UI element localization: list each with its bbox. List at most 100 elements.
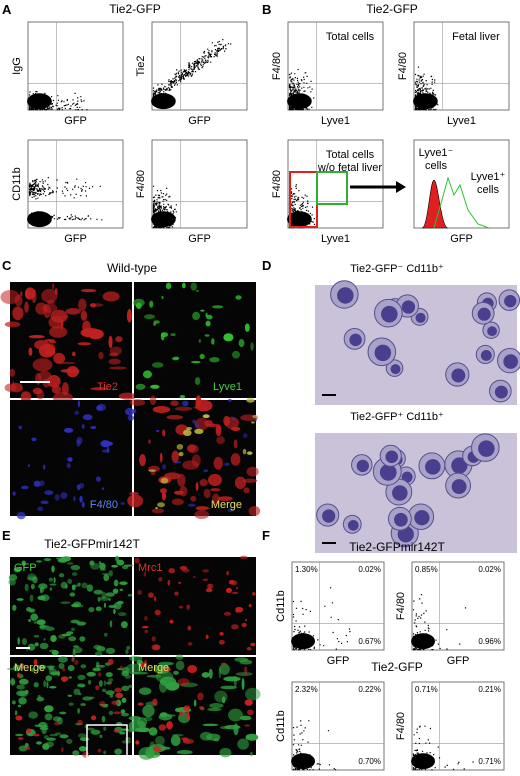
cell bbox=[244, 323, 250, 332]
cell bbox=[135, 302, 142, 309]
cell bbox=[121, 685, 130, 692]
dense-cluster bbox=[413, 93, 438, 110]
cell bbox=[149, 741, 155, 750]
quadrant-percent: 0.02% bbox=[478, 565, 501, 574]
plot-label: Total cells bbox=[326, 31, 375, 43]
cell bbox=[38, 480, 45, 487]
flow-plot bbox=[151, 139, 248, 229]
cell bbox=[78, 298, 87, 311]
cell bbox=[197, 692, 204, 701]
cell bbox=[108, 570, 114, 577]
cell bbox=[59, 734, 69, 739]
cell bbox=[203, 469, 208, 473]
cell bbox=[108, 335, 113, 349]
cell bbox=[51, 650, 59, 656]
cell bbox=[239, 715, 252, 721]
cell bbox=[17, 737, 24, 740]
cell bbox=[120, 621, 128, 629]
cell bbox=[97, 748, 102, 753]
cell bbox=[68, 676, 72, 679]
flow-plot bbox=[27, 139, 124, 229]
cell bbox=[13, 664, 22, 672]
cell bbox=[162, 464, 167, 470]
cell bbox=[199, 478, 208, 487]
group-title: Tie2-GFPmir142T bbox=[349, 540, 445, 554]
cell bbox=[116, 559, 125, 566]
cell bbox=[17, 637, 20, 645]
cell bbox=[179, 711, 184, 717]
cell bbox=[103, 680, 107, 687]
cell bbox=[81, 424, 85, 429]
cell bbox=[68, 702, 74, 706]
cell bbox=[67, 578, 73, 585]
cell bbox=[48, 577, 53, 582]
cell bbox=[200, 309, 205, 312]
cell bbox=[194, 428, 204, 435]
cell bbox=[214, 690, 228, 703]
cell bbox=[170, 333, 176, 337]
cell bbox=[190, 495, 197, 502]
cell bbox=[71, 603, 80, 608]
cell bbox=[241, 622, 247, 628]
cell bbox=[103, 726, 107, 731]
quadrant-percent: 0.22% bbox=[358, 685, 381, 694]
cell bbox=[225, 587, 232, 593]
cell bbox=[67, 694, 72, 697]
cell bbox=[151, 508, 165, 514]
cell bbox=[161, 295, 164, 300]
gate-box bbox=[316, 171, 348, 205]
cell bbox=[52, 716, 61, 722]
cell bbox=[244, 724, 251, 727]
nucleus bbox=[385, 450, 399, 464]
cell bbox=[245, 733, 259, 741]
cell bbox=[60, 581, 68, 589]
cell bbox=[54, 494, 60, 501]
cell bbox=[219, 631, 224, 636]
cell bbox=[223, 676, 241, 682]
cell bbox=[21, 637, 28, 646]
cell bbox=[205, 634, 209, 639]
cell bbox=[250, 751, 253, 757]
cell bbox=[205, 423, 219, 427]
cell bbox=[112, 588, 119, 594]
x-axis-label: GFP bbox=[64, 233, 87, 245]
cell bbox=[235, 295, 242, 300]
cell bbox=[21, 485, 29, 490]
cell bbox=[16, 690, 27, 697]
cell bbox=[87, 679, 92, 685]
cell bbox=[113, 729, 120, 733]
cell bbox=[153, 320, 160, 324]
cell bbox=[18, 425, 23, 430]
cell bbox=[192, 311, 201, 321]
cell bbox=[90, 715, 97, 721]
plot-label: Total cells bbox=[326, 149, 375, 161]
quadrant-percent: 0.96% bbox=[478, 637, 501, 646]
cell bbox=[46, 737, 56, 741]
dense-cluster bbox=[151, 211, 176, 228]
cell bbox=[86, 584, 94, 592]
cell bbox=[173, 670, 179, 675]
cell bbox=[144, 615, 148, 621]
panel-letter: D bbox=[262, 258, 271, 273]
cell bbox=[119, 665, 123, 670]
cell bbox=[234, 476, 246, 490]
cell bbox=[141, 625, 149, 629]
cell bbox=[202, 569, 210, 573]
image-label: Merge bbox=[211, 499, 242, 511]
cell bbox=[137, 702, 144, 706]
cell bbox=[99, 734, 103, 739]
cell bbox=[61, 382, 69, 396]
cell bbox=[79, 636, 86, 642]
cell bbox=[232, 350, 240, 359]
cell bbox=[190, 282, 197, 291]
cell bbox=[90, 729, 101, 735]
nucleus bbox=[337, 287, 354, 304]
cell bbox=[148, 469, 157, 472]
cell bbox=[74, 659, 79, 666]
cell bbox=[99, 562, 106, 570]
cell bbox=[246, 451, 253, 455]
cell bbox=[182, 738, 194, 744]
cell bbox=[82, 414, 93, 421]
cell bbox=[41, 727, 47, 735]
y-axis-label: Tie2 bbox=[135, 56, 147, 77]
